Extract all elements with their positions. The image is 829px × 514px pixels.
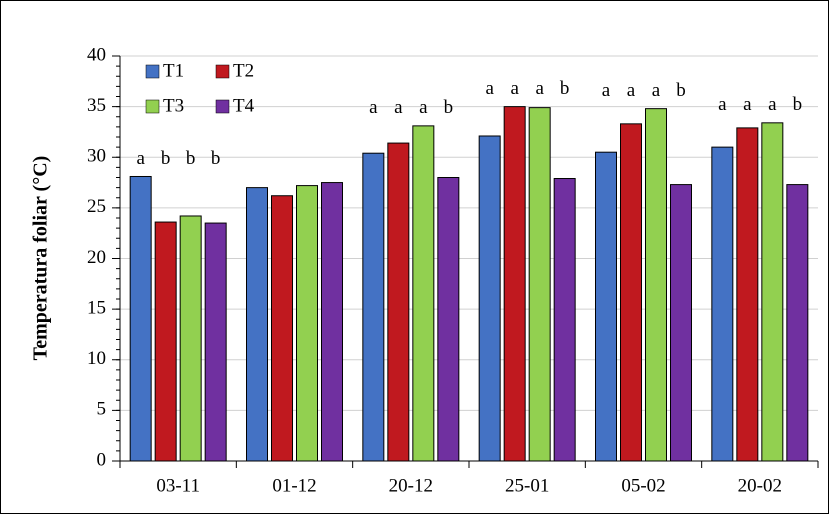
significance-letter: b: [560, 78, 570, 99]
bar: [246, 187, 268, 462]
y-tick-label: 30: [87, 146, 106, 167]
y-tick-label: 5: [97, 399, 107, 420]
significance-letter: a: [602, 80, 611, 101]
bar: [387, 142, 410, 462]
bar: [478, 135, 501, 462]
bar: [437, 177, 460, 462]
legend-swatch: [145, 64, 160, 79]
bar: [553, 178, 576, 462]
x-tick-label: 03-11: [156, 475, 200, 496]
y-tick-label: 25: [87, 196, 106, 217]
significance-letter: b: [211, 148, 221, 169]
legend-label: T1: [163, 60, 184, 81]
significance-letter: b: [793, 94, 803, 115]
bar: [412, 125, 435, 462]
legend-label: T2: [233, 60, 254, 81]
x-tick-label: 05-02: [621, 475, 665, 496]
bar: [761, 122, 784, 462]
bar: [271, 195, 293, 462]
legend-swatch: [145, 99, 160, 114]
legend-swatch: [215, 99, 230, 114]
bar: [595, 151, 617, 462]
significance-letter: a: [718, 94, 727, 115]
y-tick-label: 15: [87, 297, 106, 318]
bar: [711, 146, 734, 462]
significance-letter: b: [444, 97, 454, 118]
bar: [736, 127, 759, 462]
significance-letter: a: [136, 148, 145, 169]
significance-letter: a: [419, 97, 428, 118]
bar: [670, 184, 692, 462]
y-tick-label: 20: [87, 247, 106, 268]
bar: [645, 108, 667, 462]
bar: [154, 221, 177, 462]
bar: [296, 185, 318, 462]
bar: [503, 106, 526, 462]
legend-label: T3: [163, 95, 184, 116]
significance-letter: a: [369, 97, 378, 118]
bar: [362, 152, 385, 462]
x-tick-label: 01-12: [272, 475, 316, 496]
legend-label: T4: [233, 95, 255, 116]
significance-letter: a: [768, 94, 777, 115]
significance-letter: a: [627, 80, 636, 101]
significance-letter: b: [161, 148, 171, 169]
legend-swatch: [215, 64, 230, 79]
significance-letter: a: [743, 94, 752, 115]
x-tick-label: 20-02: [738, 475, 782, 496]
significance-letter: b: [676, 80, 686, 101]
bar: [528, 107, 551, 462]
significance-letter: a: [535, 78, 544, 99]
x-tick-label: 20-12: [389, 475, 433, 496]
y-axis-label: Temperatura foliar (°C): [30, 156, 52, 361]
significance-letter: b: [186, 148, 196, 169]
bar: [321, 182, 343, 462]
bar: [129, 175, 152, 462]
bar: [620, 123, 642, 462]
y-tick-label: 10: [87, 348, 106, 369]
x-tick-label: 25-01: [505, 475, 549, 496]
significance-letter: a: [485, 78, 494, 99]
significance-letter: a: [652, 80, 661, 101]
bar: [204, 222, 227, 462]
bar: [786, 184, 809, 462]
significance-letter: a: [394, 97, 403, 118]
y-tick-label: 40: [87, 44, 106, 65]
y-tick-label: 0: [97, 449, 107, 470]
significance-letter: a: [510, 78, 519, 99]
bar: [179, 215, 202, 462]
y-tick-label: 35: [87, 95, 106, 116]
